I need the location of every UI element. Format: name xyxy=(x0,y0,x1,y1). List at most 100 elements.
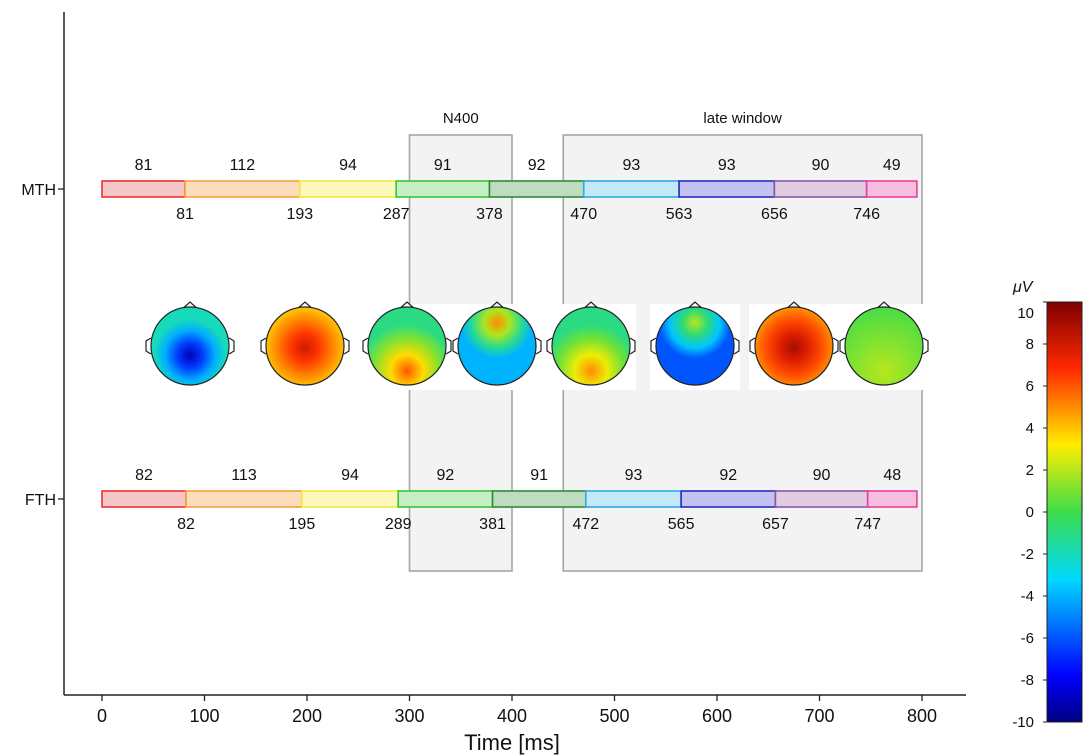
segment-bar xyxy=(774,490,869,508)
colorbar-tick-label: -6 xyxy=(1021,630,1034,647)
row-fth: FTH 82 113 94 92 91 93 92 90 48 82 195 289 381 472 565 6… xyxy=(25,467,918,533)
segment-bar xyxy=(101,180,186,198)
colorbar-unit-label: μV xyxy=(1012,279,1034,296)
topomap-left-ear xyxy=(362,337,369,355)
duration-label: 91 xyxy=(434,157,452,174)
topomap-1 xyxy=(145,301,235,386)
segment-bar xyxy=(395,180,491,198)
topomap-right-ear xyxy=(832,337,839,355)
row-label: FTH xyxy=(25,492,56,509)
x-tick-label: 700 xyxy=(804,706,834,726)
segment-bar xyxy=(397,490,494,508)
duration-label: 94 xyxy=(339,157,357,174)
duration-label: 92 xyxy=(436,467,454,484)
window-label-1: N400 xyxy=(443,110,479,127)
colorbar-tick-label: 0 xyxy=(1026,504,1034,521)
segment-bar xyxy=(865,180,918,198)
topomap-head xyxy=(551,306,631,386)
duration-label: 93 xyxy=(625,467,643,484)
x-tick-label: 200 xyxy=(292,706,322,726)
boundary-label: 289 xyxy=(385,516,412,533)
topomap-left-ear xyxy=(452,337,459,355)
colorbar-tick-label: -2 xyxy=(1021,546,1034,563)
duration-label: 82 xyxy=(135,467,153,484)
topomap-head xyxy=(150,306,230,386)
x-axis-label: Time [ms] xyxy=(464,730,560,755)
colorbar-tick-label: -8 xyxy=(1021,672,1034,689)
topomap-right-ear xyxy=(445,337,452,355)
topomap-7 xyxy=(749,301,839,390)
topomap-left-ear xyxy=(839,337,846,355)
duration-label: 92 xyxy=(528,157,546,174)
segment-bar xyxy=(101,490,187,508)
x-tick-label: 400 xyxy=(497,706,527,726)
segment-bar xyxy=(678,180,776,198)
duration-label: 93 xyxy=(718,157,736,174)
topomap-right-ear xyxy=(228,337,235,355)
topomap-left-ear xyxy=(749,337,756,355)
boundary-label: 472 xyxy=(572,516,599,533)
boundary-label: 747 xyxy=(854,516,881,533)
topomap-head xyxy=(265,306,345,386)
boundary-label: 82 xyxy=(177,516,195,533)
topomap-head xyxy=(367,306,447,386)
topomap-left-ear xyxy=(260,337,267,355)
segment-bar xyxy=(184,180,301,198)
duration-label: 48 xyxy=(883,467,901,484)
segment-bar xyxy=(584,490,682,508)
boundary-label: 378 xyxy=(476,206,503,223)
segment-bar xyxy=(491,490,587,508)
duration-label: 93 xyxy=(623,157,641,174)
duration-label: 112 xyxy=(230,157,256,174)
colorbar-tick-label: 6 xyxy=(1026,378,1034,395)
segment-bar xyxy=(299,180,397,198)
duration-label: 81 xyxy=(135,157,153,174)
colorbar-tick-label: 8 xyxy=(1026,336,1034,353)
segment-bar xyxy=(185,490,303,508)
boundary-label: 381 xyxy=(479,516,506,533)
row-label: MTH xyxy=(21,182,56,199)
boundary-label: 656 xyxy=(761,206,788,223)
boundary-label: 193 xyxy=(286,206,313,223)
window-label-2: late window xyxy=(703,110,782,127)
topomap-8 xyxy=(839,301,929,390)
topomap-right-ear xyxy=(535,337,542,355)
topomap-right-ear xyxy=(629,337,636,355)
topomap-right-ear xyxy=(343,337,350,355)
topomap-head xyxy=(655,306,735,386)
boundary-label: 746 xyxy=(853,206,880,223)
colorbar-gradient xyxy=(1046,301,1083,723)
duration-label: 49 xyxy=(883,157,901,174)
colorbar-tick-label: -4 xyxy=(1021,588,1034,605)
x-tick-label: 600 xyxy=(702,706,732,726)
duration-label: 94 xyxy=(341,467,359,484)
duration-label: 91 xyxy=(530,467,548,484)
segment-bar xyxy=(866,490,918,508)
x-tick-label: 300 xyxy=(394,706,424,726)
boundary-label: 470 xyxy=(570,206,597,223)
topomap-head xyxy=(754,306,834,386)
topomap-right-ear xyxy=(733,337,740,355)
colorbar-tick-label: 2 xyxy=(1026,462,1034,479)
colorbar-tick-label: -10 xyxy=(1012,714,1034,731)
topomap-left-ear xyxy=(546,337,553,355)
x-tick-label: 0 xyxy=(97,706,107,726)
topomap-head xyxy=(844,306,924,386)
boundary-label: 657 xyxy=(762,516,789,533)
topomap-left-ear xyxy=(145,337,152,355)
row-mth: MTH 81 112 94 91 92 93 93 90 49 81 193 287 378 470 563 6… xyxy=(21,157,918,223)
boundary-label: 563 xyxy=(666,206,693,223)
boundary-label: 287 xyxy=(383,206,410,223)
colorbar-tick-label: 10 xyxy=(1017,305,1034,322)
duration-label: 92 xyxy=(719,467,737,484)
topomap-right-ear xyxy=(922,337,929,355)
topomap-head xyxy=(457,306,537,386)
topomap-4 xyxy=(452,301,542,390)
topomap-2 xyxy=(260,301,350,386)
x-tick-label: 800 xyxy=(907,706,937,726)
x-tick-label: 100 xyxy=(189,706,219,726)
segment-bar xyxy=(680,490,777,508)
duration-label: 113 xyxy=(231,467,257,484)
boundary-label: 565 xyxy=(668,516,695,533)
duration-label: 90 xyxy=(813,467,831,484)
